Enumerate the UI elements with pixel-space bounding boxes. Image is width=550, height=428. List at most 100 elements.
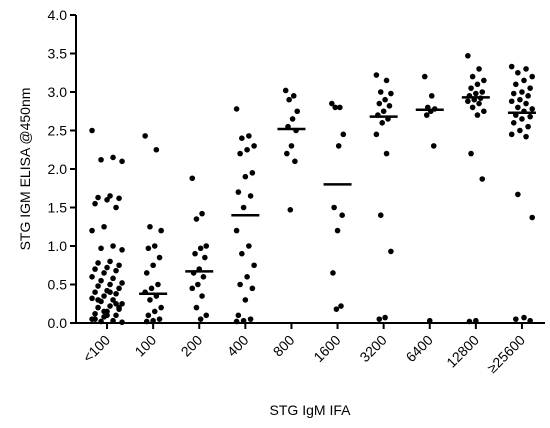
data-point — [193, 304, 200, 311]
data-point — [289, 116, 296, 122]
data-point — [202, 254, 208, 261]
y-tick-label: 4.0 — [48, 7, 68, 23]
data-point — [479, 176, 486, 182]
data-point — [519, 116, 525, 122]
data-point — [98, 245, 104, 252]
data-point — [195, 281, 201, 288]
data-point — [244, 274, 250, 280]
data-point — [150, 317, 156, 324]
x-tick-label: 12800 — [443, 332, 482, 371]
data-point — [388, 90, 394, 97]
data-point — [98, 156, 104, 163]
data-point — [421, 73, 428, 80]
data-point — [156, 254, 163, 261]
data-point — [529, 73, 535, 80]
data-point — [527, 113, 533, 120]
data-point — [240, 317, 247, 324]
data-point — [239, 250, 245, 257]
data-point — [335, 143, 342, 149]
y-tick-label: 3.5 — [48, 46, 68, 62]
data-point — [116, 195, 122, 202]
data-point — [515, 191, 521, 198]
data-point — [377, 212, 384, 218]
data-point — [98, 318, 104, 325]
data-point — [92, 200, 98, 207]
data-point — [529, 106, 535, 112]
data-point — [246, 243, 252, 249]
data-point — [340, 131, 347, 138]
data-point — [147, 223, 153, 230]
x-tick-label: 6400 — [403, 332, 436, 365]
data-point — [426, 317, 433, 324]
data-point — [237, 281, 243, 288]
data-point — [251, 262, 257, 269]
data-point — [203, 312, 210, 319]
x-tick-label: 100 — [131, 332, 159, 360]
data-point — [110, 317, 116, 324]
y-tick-label: 1.5 — [48, 200, 68, 216]
y-tick-label: 1.0 — [48, 238, 68, 254]
data-point — [197, 245, 204, 252]
data-point — [338, 303, 344, 309]
data-point — [423, 112, 430, 118]
data-point — [89, 274, 95, 280]
data-point — [469, 104, 476, 111]
data-point — [466, 318, 473, 325]
data-point — [113, 290, 119, 297]
data-point — [523, 133, 529, 140]
data-point — [89, 127, 95, 134]
data-point — [373, 131, 380, 138]
data-point — [233, 318, 240, 325]
data-point — [119, 319, 125, 326]
data-point — [284, 150, 290, 157]
data-point — [337, 104, 343, 111]
data-point — [239, 135, 245, 141]
data-point — [199, 210, 205, 217]
data-point — [382, 314, 388, 321]
data-point — [508, 131, 515, 138]
data-point — [148, 285, 155, 292]
data-point — [240, 204, 247, 211]
data-point — [521, 314, 527, 321]
data-point — [473, 90, 479, 97]
data-point — [246, 133, 252, 139]
data-point — [119, 280, 125, 286]
data-point — [147, 297, 153, 303]
data-point — [193, 216, 200, 222]
data-point — [333, 306, 340, 312]
data-point — [233, 227, 240, 234]
data-point — [468, 150, 474, 157]
data-point — [527, 85, 533, 91]
data-point — [331, 204, 337, 211]
data-point — [288, 143, 295, 149]
data-point — [107, 258, 113, 265]
data-point — [519, 89, 525, 95]
data-point — [107, 303, 113, 309]
data-point — [95, 297, 101, 303]
data-point — [151, 308, 158, 315]
data-point — [95, 304, 101, 311]
data-point — [247, 316, 254, 322]
data-point — [481, 108, 487, 115]
data-point — [92, 266, 98, 272]
data-point — [508, 98, 515, 105]
data-point — [92, 316, 98, 322]
data-point — [473, 317, 479, 324]
x-tick-label: 200 — [178, 332, 206, 360]
y-tick-label: 2.5 — [48, 123, 68, 139]
data-point — [513, 81, 519, 88]
data-point — [388, 248, 394, 255]
data-point — [251, 143, 257, 149]
data-point — [373, 72, 380, 78]
data-point — [290, 93, 297, 99]
y-tick-label: 0.0 — [48, 315, 68, 331]
data-point — [110, 243, 116, 249]
data-point — [203, 243, 210, 249]
data-point — [143, 270, 150, 276]
data-point — [107, 281, 113, 288]
x-tick-label: 800 — [270, 332, 298, 360]
data-point — [377, 89, 384, 95]
data-point — [233, 106, 240, 112]
data-point — [244, 146, 250, 153]
data-point — [113, 312, 119, 319]
